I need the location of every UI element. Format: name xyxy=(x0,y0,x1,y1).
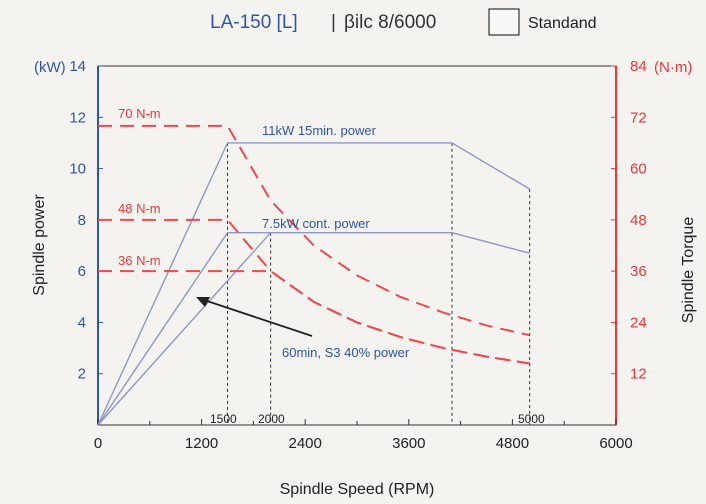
right-unit: (N·m) xyxy=(654,59,692,76)
y-left-tick-label: 12 xyxy=(69,109,86,126)
power-label-s3: 60min, S3 40% power xyxy=(282,345,410,360)
s3-pointer-arrow xyxy=(203,299,313,337)
y-right-tick-label: 48 xyxy=(630,212,647,229)
y-right-tick-label: 12 xyxy=(630,366,647,383)
power-curve-2 xyxy=(97,232,272,426)
y-left-tick-label: 8 xyxy=(78,212,86,229)
y-right-tick-label: 24 xyxy=(630,314,647,331)
s3-pointer-arrowhead xyxy=(196,297,210,307)
chart-title: LA-150 [L] xyxy=(210,12,298,33)
left-unit: (kW) xyxy=(34,59,66,76)
y-right-tick-label: 60 xyxy=(630,161,647,178)
motor-model: βilc 8/6000 xyxy=(344,12,436,33)
speed-marker-1500: 1500 xyxy=(210,412,237,426)
torque-curve-2 xyxy=(98,270,530,365)
y-left-tick-label: 10 xyxy=(69,161,86,178)
y-left-tick-label: 4 xyxy=(78,314,86,331)
y-right-axis-label: Spindle Torque xyxy=(680,217,697,324)
speed-marker-5000: 5000 xyxy=(518,412,545,426)
y-left-tick-label: 2 xyxy=(78,366,86,383)
y-left-tick-label: 6 xyxy=(78,263,86,280)
power-curve-1 xyxy=(97,231,530,426)
torque-curve-0 xyxy=(98,124,530,337)
y-right-tick-label: 72 xyxy=(630,109,647,126)
legend-label: Standand xyxy=(528,15,597,32)
torque-curve-layer xyxy=(98,124,530,365)
y-left-tick-label: 14 xyxy=(69,58,86,75)
y-right-tick-label: 84 xyxy=(630,58,647,75)
torque-curve-1 xyxy=(98,218,530,365)
tick-layer: 0 1200 2400 3600 4800 60002468101214122436486… xyxy=(69,58,646,452)
x-tick-label: 2400 xyxy=(289,435,322,452)
speed-marker-2000: 2000 xyxy=(258,412,285,426)
x-tick-label: 0 xyxy=(94,435,102,452)
x-tick-label: 4800 xyxy=(496,435,529,452)
torque-label-70: 70 N-m xyxy=(118,106,161,121)
torque-label-36: 36 N-m xyxy=(118,253,161,268)
x-tick-label: 6000 xyxy=(599,435,632,452)
legend-swatch xyxy=(488,8,520,36)
power-label-15min: 11kW 15min. power xyxy=(262,123,377,138)
x-axis-label: Spindle Speed (RPM) xyxy=(280,481,435,498)
torque-label-48: 48 N-m xyxy=(118,201,161,216)
speed-guide-layer xyxy=(227,142,531,425)
power-curve-layer xyxy=(97,142,531,426)
x-tick-label: 3600 xyxy=(392,435,425,452)
plot-frame xyxy=(97,65,617,426)
title-separator: | xyxy=(331,12,336,33)
y-right-tick-label: 36 xyxy=(630,263,647,280)
power-label-cont: 7.5kW cont. power xyxy=(262,216,370,231)
power-curve-0 xyxy=(97,142,531,426)
y-left-axis-label: Spindle power xyxy=(31,194,48,296)
x-tick-label: 1200 xyxy=(185,435,218,452)
